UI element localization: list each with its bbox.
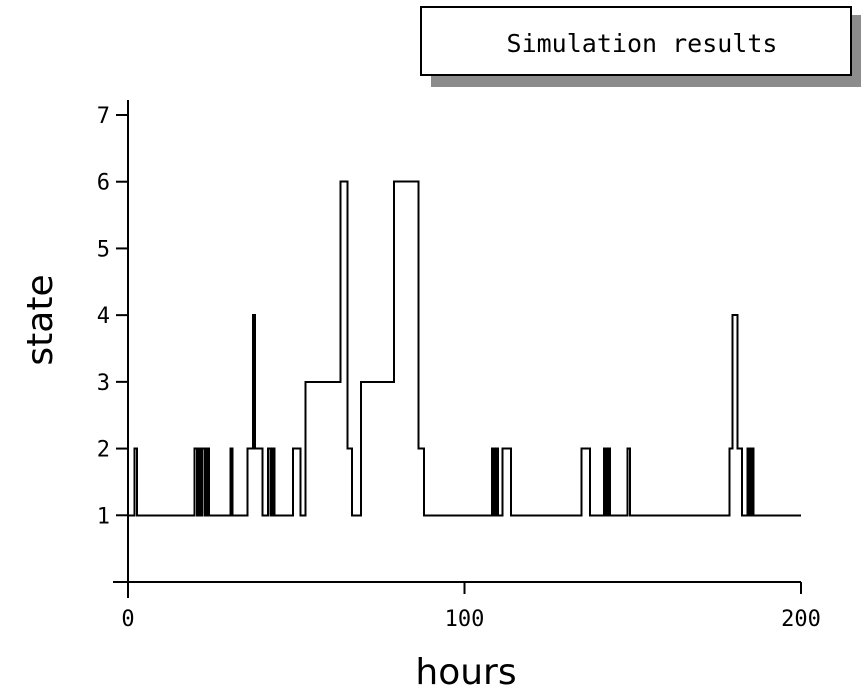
x-tick-label: 100 <box>445 607 485 632</box>
series <box>128 180 801 517</box>
y-tick-label: 7 <box>97 104 110 129</box>
x-axis-title: hours <box>415 652 516 693</box>
x-tick-label: 200 <box>781 607 821 632</box>
title-box-frame <box>420 6 852 76</box>
y-tick-label: 4 <box>97 304 110 329</box>
y-tick-label: 1 <box>97 504 110 529</box>
x-tick-label: 0 <box>121 607 134 632</box>
y-tick-label: 5 <box>97 237 110 262</box>
y-tick-label: 6 <box>97 171 110 196</box>
chart-title: Simulation results <box>507 29 778 58</box>
y-axis-title: state <box>20 274 61 365</box>
tick-labels: 1 2 3 4 5 6 7 0 100 200 <box>97 104 821 632</box>
axes <box>113 100 801 598</box>
tick-marks <box>116 114 802 594</box>
y-tick-label: 2 <box>97 438 110 463</box>
series-line <box>128 180 801 517</box>
y-tick-label: 3 <box>97 371 110 396</box>
title-box: Simulation results <box>420 6 861 87</box>
